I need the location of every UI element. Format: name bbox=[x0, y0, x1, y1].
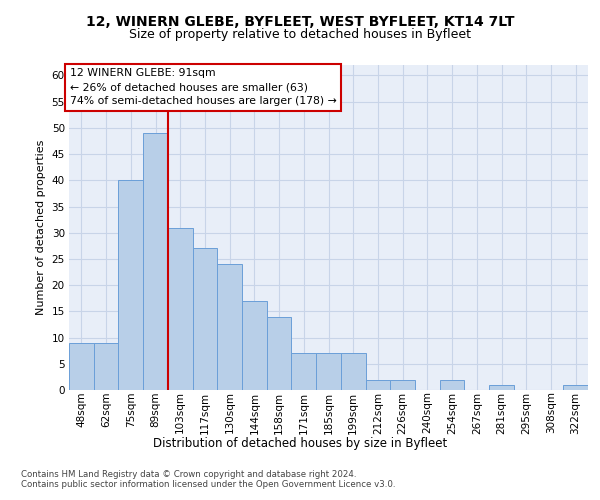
Bar bbox=[292, 354, 316, 390]
Bar bbox=[217, 264, 242, 390]
Bar bbox=[168, 228, 193, 390]
Text: Contains HM Land Registry data © Crown copyright and database right 2024.
Contai: Contains HM Land Registry data © Crown c… bbox=[21, 470, 395, 490]
Bar bbox=[390, 380, 415, 390]
Bar bbox=[94, 343, 118, 390]
Text: 12 WINERN GLEBE: 91sqm
← 26% of detached houses are smaller (63)
74% of semi-det: 12 WINERN GLEBE: 91sqm ← 26% of detached… bbox=[70, 68, 336, 106]
Bar bbox=[341, 354, 365, 390]
Bar bbox=[365, 380, 390, 390]
Bar bbox=[193, 248, 217, 390]
Bar bbox=[267, 316, 292, 390]
Bar bbox=[143, 133, 168, 390]
Text: Size of property relative to detached houses in Byfleet: Size of property relative to detached ho… bbox=[129, 28, 471, 41]
Y-axis label: Number of detached properties: Number of detached properties bbox=[36, 140, 46, 315]
Bar bbox=[242, 301, 267, 390]
Bar bbox=[316, 354, 341, 390]
Bar bbox=[563, 385, 588, 390]
Bar bbox=[440, 380, 464, 390]
Bar bbox=[489, 385, 514, 390]
Text: Distribution of detached houses by size in Byfleet: Distribution of detached houses by size … bbox=[153, 438, 447, 450]
Bar bbox=[69, 343, 94, 390]
Text: 12, WINERN GLEBE, BYFLEET, WEST BYFLEET, KT14 7LT: 12, WINERN GLEBE, BYFLEET, WEST BYFLEET,… bbox=[86, 15, 514, 29]
Bar bbox=[118, 180, 143, 390]
